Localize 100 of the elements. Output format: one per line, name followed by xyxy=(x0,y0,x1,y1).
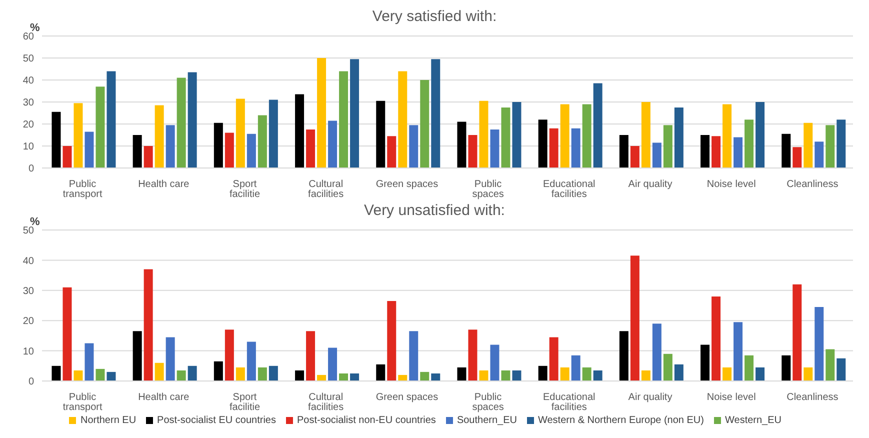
bar xyxy=(144,146,153,168)
bar xyxy=(501,370,510,381)
x-tick-label: Air quality xyxy=(628,179,672,190)
bar xyxy=(826,349,835,381)
bar xyxy=(246,342,256,381)
bar xyxy=(479,370,488,381)
bar xyxy=(246,134,256,168)
y-tick-label: 40 xyxy=(22,76,34,87)
x-tick-label: Sport facilitie xyxy=(229,392,260,414)
bar xyxy=(457,122,466,168)
bar xyxy=(593,370,602,381)
legend-label: Western_EU xyxy=(725,415,782,426)
x-tick-label: Cleanliness xyxy=(786,179,838,190)
bar xyxy=(501,108,510,168)
x-tick-label: Public spaces xyxy=(472,392,504,414)
bar xyxy=(734,322,743,381)
bar xyxy=(398,71,408,168)
bar xyxy=(722,367,732,381)
bar xyxy=(826,125,835,168)
y-axis-title: % xyxy=(30,216,40,228)
bar xyxy=(188,366,197,381)
bar xyxy=(814,142,824,168)
bar xyxy=(154,362,164,381)
bar xyxy=(154,105,164,168)
bar xyxy=(712,296,721,381)
bar xyxy=(409,331,418,381)
bar xyxy=(328,348,338,381)
bar xyxy=(144,269,153,381)
bar xyxy=(836,358,846,381)
bar xyxy=(722,104,732,168)
bar xyxy=(744,120,754,168)
legend-label: Western & Northern Europe (non EU) xyxy=(538,415,704,426)
x-tick-label: Sport facilitie xyxy=(229,179,260,200)
bar xyxy=(663,354,672,381)
bar xyxy=(512,102,522,168)
bar xyxy=(630,256,640,381)
y-tick-label: 30 xyxy=(22,98,34,109)
bar xyxy=(214,122,223,168)
bar xyxy=(619,331,628,381)
bar xyxy=(420,372,430,381)
bar xyxy=(62,287,72,381)
y-tick-label: 0 xyxy=(28,164,34,175)
bar xyxy=(630,146,640,168)
x-tick-label: Public transport xyxy=(62,179,102,200)
bar xyxy=(619,135,628,168)
bar xyxy=(214,361,223,381)
bar xyxy=(468,330,478,381)
bar xyxy=(176,370,186,381)
bar xyxy=(188,72,197,168)
bar xyxy=(792,284,802,381)
bar xyxy=(782,134,791,168)
bar xyxy=(744,355,754,381)
x-tick-label: Cleanliness xyxy=(786,392,838,404)
bar xyxy=(756,367,765,381)
bar xyxy=(258,115,267,168)
bar xyxy=(84,343,94,381)
bar xyxy=(52,112,61,168)
x-tick-label: Cultural facilities xyxy=(308,392,344,414)
y-tick-label: 0 xyxy=(28,376,34,388)
bar xyxy=(490,344,500,381)
bar xyxy=(549,337,558,381)
x-tick-label: Health care xyxy=(138,179,190,190)
bar xyxy=(258,367,267,381)
bar xyxy=(560,367,570,381)
bar xyxy=(295,94,304,168)
y-tick-label: 50 xyxy=(22,54,34,65)
bar xyxy=(700,344,710,381)
y-tick-label: 40 xyxy=(22,256,34,267)
legend-label: Post-socialist EU countries xyxy=(157,415,276,426)
bar xyxy=(132,331,142,381)
bar xyxy=(538,120,548,168)
bar xyxy=(387,300,396,381)
x-tick-label: Educational facilities xyxy=(543,179,596,200)
bar xyxy=(641,102,650,168)
y-tick-label: 20 xyxy=(22,316,34,328)
bar xyxy=(804,122,813,168)
x-tick-label: Noise level xyxy=(706,392,756,404)
bar xyxy=(490,130,500,168)
bar xyxy=(236,98,245,168)
bar xyxy=(641,370,650,381)
bar xyxy=(166,125,175,168)
bar xyxy=(663,125,672,168)
bar xyxy=(420,80,430,168)
bar xyxy=(582,367,592,381)
bar xyxy=(166,337,175,381)
bar xyxy=(674,364,684,381)
bar xyxy=(700,135,710,168)
legend-label: Southern_EU xyxy=(456,415,517,426)
bar xyxy=(593,83,602,168)
bar xyxy=(132,135,142,168)
bar xyxy=(468,135,478,168)
x-tick-label: Noise level xyxy=(706,179,756,190)
y-tick-label: 10 xyxy=(22,346,34,358)
bar xyxy=(756,102,765,168)
bar xyxy=(74,103,83,168)
bar xyxy=(96,86,105,168)
bar xyxy=(328,120,338,168)
bar xyxy=(224,330,234,381)
legend-label: Northern EU xyxy=(80,415,136,426)
bar xyxy=(350,59,360,168)
